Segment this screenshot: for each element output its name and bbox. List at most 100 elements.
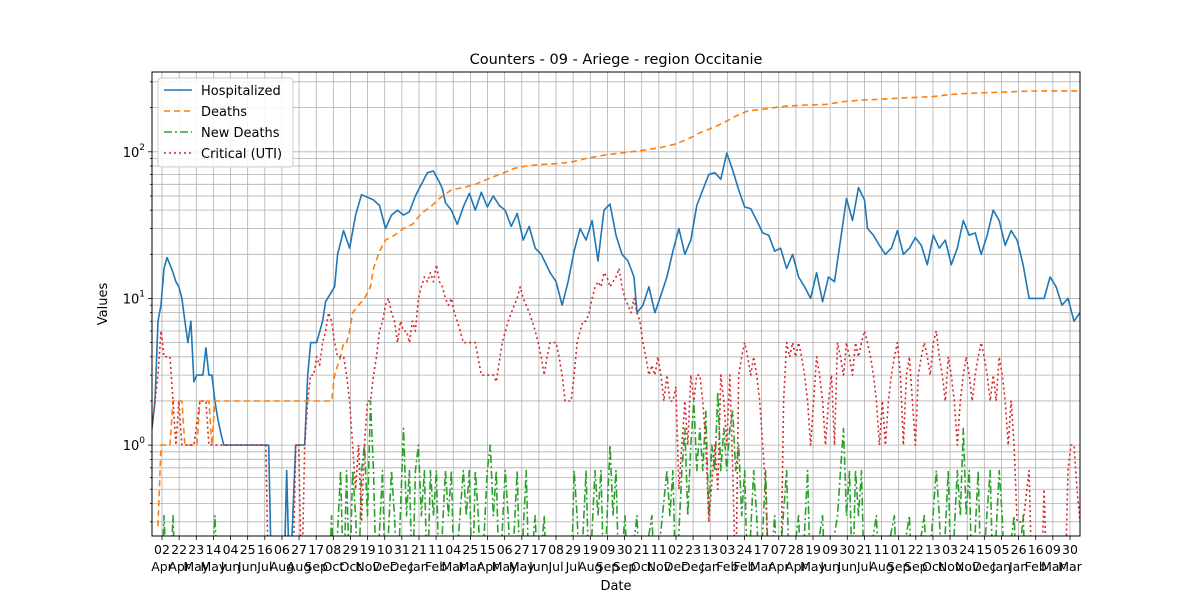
- x-tick-day-label: 16: [1028, 542, 1044, 557]
- x-tick-day-label: 08: [548, 542, 564, 557]
- x-tick-month-label: Mar: [1041, 559, 1065, 574]
- x-tick-month-label: Dec: [390, 559, 414, 574]
- x-tick-month-label: Mar: [441, 559, 465, 574]
- x-tick-month-label: Apr: [168, 559, 190, 574]
- x-tick-day-label: 21: [634, 542, 650, 557]
- x-tick-day-label: 07: [771, 542, 787, 557]
- legend-box: [157, 77, 294, 168]
- x-tick-month-label: Jul: [547, 559, 563, 574]
- x-tick-day-label: 30: [1062, 542, 1078, 557]
- x-tick-month-label: Feb: [716, 559, 738, 574]
- x-tick-month-label: Jun: [819, 559, 840, 574]
- y-axis-label: Values: [96, 283, 111, 326]
- x-tick-day-label: 30: [617, 542, 633, 557]
- x-tick-day-label: 31: [394, 542, 410, 557]
- x-tick-month-label: Sep: [613, 559, 637, 574]
- x-tick-month-label: Apr: [768, 559, 790, 574]
- x-tick-month-label: Apr: [151, 559, 173, 574]
- x-tick-day-label: 11: [874, 542, 890, 557]
- x-tick-month-label: Jun: [220, 559, 241, 574]
- x-tick-day-label: 10: [377, 542, 393, 557]
- x-tick-month-label: Dec: [664, 559, 688, 574]
- series-line-deaths: [157, 90, 1080, 527]
- x-tick-month-label: Oct: [323, 559, 345, 574]
- x-tick-month-label: Oct: [631, 559, 653, 574]
- x-tick-day-label: 13: [702, 542, 718, 557]
- x-tick-month-label: Mar: [750, 559, 774, 574]
- legend-label: Hospitalized: [201, 84, 281, 99]
- x-axis-label: Date: [600, 579, 631, 594]
- legend-label: Deaths: [201, 105, 247, 120]
- x-tick-day-label: 17: [308, 542, 324, 557]
- x-tick-month-label: Jun: [528, 559, 549, 574]
- x-tick-month-label: May: [200, 559, 226, 574]
- x-tick-month-label: Nov: [647, 559, 672, 574]
- x-tick-day-label: 21: [411, 542, 427, 557]
- x-tick-month-label: Sep: [904, 559, 928, 574]
- x-tick-month-label: Mar: [1058, 559, 1082, 574]
- x-tick-day-label: 22: [908, 542, 924, 557]
- x-tick-month-label: Aug: [287, 559, 311, 574]
- x-tick-month-label: Feb: [733, 559, 755, 574]
- x-tick-day-label: 13: [925, 542, 941, 557]
- x-tick-day-label: 17: [754, 542, 770, 557]
- x-tick-day-label: 23: [188, 542, 204, 557]
- legend-label: Critical (UTI): [201, 147, 282, 162]
- x-tick-day-label: 30: [839, 542, 855, 557]
- x-tick-month-label: Sep: [304, 559, 328, 574]
- x-tick-month-label: Dec: [373, 559, 397, 574]
- x-tick-day-label: 06: [274, 542, 290, 557]
- x-tick-day-label: 17: [531, 542, 547, 557]
- x-tick-day-label: 19: [360, 542, 376, 557]
- x-tick-month-label: Jul: [256, 559, 272, 574]
- x-tick-month-label: May: [800, 559, 826, 574]
- x-tick-month-label: Feb: [1025, 559, 1047, 574]
- x-tick-month-label: Apr: [477, 559, 499, 574]
- x-tick-day-label: 09: [599, 542, 615, 557]
- x-tick-day-label: 15: [480, 542, 496, 557]
- x-tick-day-label: 26: [1011, 542, 1027, 557]
- x-tick-month-label: Feb: [425, 559, 447, 574]
- x-tick-day-label: 04: [445, 542, 461, 557]
- x-tick-day-label: 24: [737, 542, 753, 557]
- x-tick-day-label: 27: [291, 542, 307, 557]
- plot-frame: [151, 71, 1081, 537]
- x-tick-month-label: Jan: [408, 559, 428, 574]
- x-tick-day-label: 03: [942, 542, 958, 557]
- x-tick-month-label: Oct: [340, 559, 362, 574]
- x-tick-month-label: Jan: [700, 559, 720, 574]
- x-tick-day-label: 22: [171, 542, 187, 557]
- x-tick-day-label: 06: [497, 542, 513, 557]
- legend-label: New Deaths: [201, 126, 280, 141]
- x-tick-month-label: Dec: [972, 559, 996, 574]
- x-tick-month-label: Jun: [837, 559, 858, 574]
- legend: Hospitalized Deaths New Deaths Critical (UT…: [157, 77, 294, 168]
- x-tick-month-label: Nov: [938, 559, 963, 574]
- series-line-new-deaths: [162, 391, 1025, 536]
- y-tick-label: 101: [123, 289, 145, 307]
- y-tick-label: 102: [123, 143, 145, 161]
- x-tick-month-label: Oct: [922, 559, 944, 574]
- x-tick-day-label: 09: [1045, 542, 1061, 557]
- x-tick-day-label: 04: [223, 542, 239, 557]
- chart-title: Counters - 09 - Ariege - region Occitani…: [470, 52, 763, 68]
- x-tick-month-label: Jul: [856, 559, 872, 574]
- x-tick-month-label: Jan: [991, 559, 1011, 574]
- x-tick-month-label: May: [183, 559, 209, 574]
- x-tick-day-label: 09: [822, 542, 838, 557]
- x-tick-day-label: 24: [959, 542, 975, 557]
- x-tick-day-label: 15: [976, 542, 992, 557]
- x-tick-day-label: 14: [205, 542, 221, 557]
- x-tick-day-label: 19: [805, 542, 821, 557]
- x-tick-day-label: 16: [257, 542, 273, 557]
- x-tick-month-label: Nov: [955, 559, 980, 574]
- x-tick-month-label: Sep: [887, 559, 911, 574]
- x-tick-month-label: Nov: [355, 559, 380, 574]
- x-tick-month-label: Aug: [869, 559, 893, 574]
- x-tick-month-label: Apr: [785, 559, 807, 574]
- x-tick-day-label: 25: [462, 542, 478, 557]
- x-tick-day-label: 01: [891, 542, 907, 557]
- x-tick-day-label: 29: [342, 542, 358, 557]
- x-tick-day-label: 02: [154, 542, 170, 557]
- x-tick-month-label: May: [492, 559, 518, 574]
